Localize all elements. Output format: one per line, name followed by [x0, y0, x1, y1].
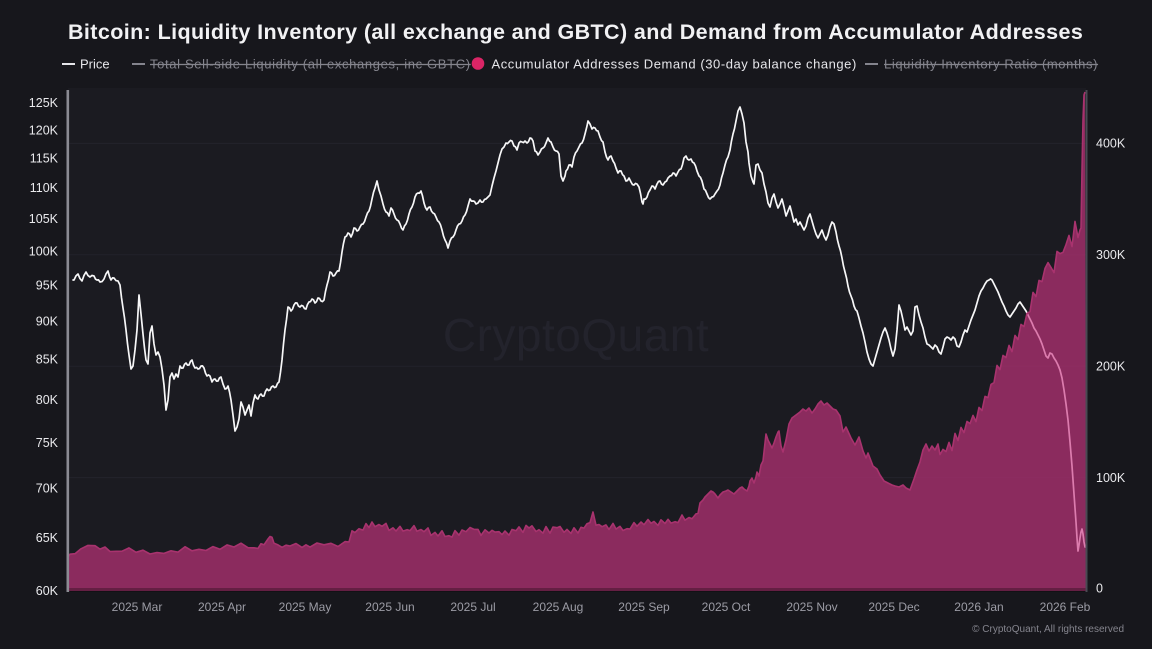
svg-text:2025 Jul: 2025 Jul [450, 600, 495, 614]
svg-text:105K: 105K [29, 212, 59, 226]
svg-text:65K: 65K [36, 531, 59, 545]
svg-text:80K: 80K [36, 393, 59, 407]
svg-text:2025 Jun: 2025 Jun [365, 600, 414, 614]
svg-text:Price: Price [80, 57, 110, 72]
svg-text:2026 Feb: 2026 Feb [1040, 600, 1091, 614]
svg-text:60K: 60K [36, 584, 59, 598]
svg-text:2025 Dec: 2025 Dec [868, 600, 919, 614]
svg-text:2025 Apr: 2025 Apr [198, 600, 246, 614]
svg-text:85K: 85K [36, 353, 59, 367]
svg-text:120K: 120K [29, 123, 59, 137]
svg-text:95K: 95K [36, 279, 59, 293]
svg-text:200K: 200K [1096, 359, 1126, 373]
svg-text:125K: 125K [29, 96, 59, 110]
svg-text:2025 Oct: 2025 Oct [702, 600, 751, 614]
svg-text:70K: 70K [36, 482, 59, 496]
svg-text:2025 Nov: 2025 Nov [786, 600, 837, 614]
svg-text:© CryptoQuant, All rights rese: © CryptoQuant, All rights reserved [972, 624, 1124, 635]
svg-text:2026 Jan: 2026 Jan [954, 600, 1003, 614]
svg-text:90K: 90K [36, 315, 59, 329]
svg-text:400K: 400K [1096, 137, 1126, 151]
svg-text:2025 Mar: 2025 Mar [112, 600, 163, 614]
svg-text:Liquidity Inventory Ratio (mon: Liquidity Inventory Ratio (months) [884, 57, 1098, 72]
svg-text:2025 May: 2025 May [279, 600, 332, 614]
svg-text:115K: 115K [30, 152, 59, 166]
svg-text:Total Sell-side Liquidity (all: Total Sell-side Liquidity (all exchanges… [150, 57, 471, 72]
svg-text:Accumulator Addresses Demand (: Accumulator Addresses Demand (30-day bal… [492, 57, 857, 72]
svg-text:0: 0 [1096, 582, 1103, 596]
svg-text:2025 Sep: 2025 Sep [618, 600, 670, 614]
svg-text:75K: 75K [36, 436, 59, 450]
svg-text:CryptoQuant: CryptoQuant [443, 309, 709, 361]
svg-text:100K: 100K [1096, 471, 1126, 485]
svg-text:110K: 110K [30, 181, 59, 195]
svg-text:2025 Aug: 2025 Aug [533, 600, 584, 614]
svg-text:100K: 100K [29, 245, 59, 259]
svg-text:300K: 300K [1096, 248, 1126, 262]
svg-text:Bitcoin: Liquidity Inventory (: Bitcoin: Liquidity Inventory (all exchan… [68, 20, 1083, 44]
